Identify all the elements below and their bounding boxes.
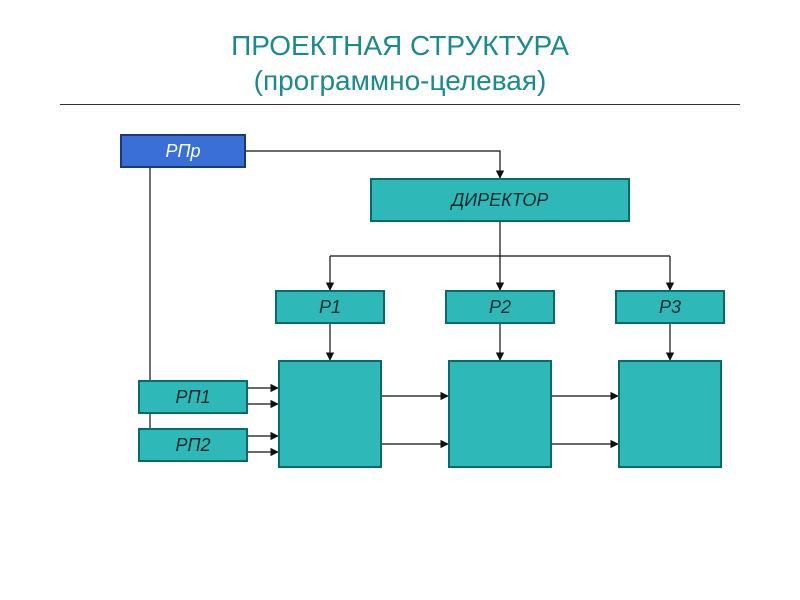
node-label: Р1 <box>319 297 341 318</box>
node-label: Р2 <box>489 297 511 318</box>
node-r3: Р3 <box>615 290 725 324</box>
node-label: РП2 <box>175 435 210 456</box>
node-block1 <box>278 360 382 468</box>
title-line1: ПРОЕКТНАЯ СТРУКТУРА <box>0 28 800 63</box>
node-rp2: РП2 <box>138 428 248 462</box>
node-block3 <box>618 360 722 468</box>
node-label: РП1 <box>175 387 210 408</box>
connector <box>246 151 500 178</box>
node-block2 <box>448 360 552 468</box>
diagram-title: ПРОЕКТНАЯ СТРУКТУРА (программно-целевая) <box>0 28 800 98</box>
node-rpr: РПр <box>120 134 246 168</box>
node-rp1: РП1 <box>138 380 248 414</box>
node-label: РПр <box>165 141 200 162</box>
node-label: Р3 <box>659 297 681 318</box>
title-underline <box>60 104 740 105</box>
connector <box>138 168 150 397</box>
node-label: ДИРЕКТОР <box>452 190 549 211</box>
node-director: ДИРЕКТОР <box>370 178 630 222</box>
node-r1: Р1 <box>275 290 385 324</box>
node-r2: Р2 <box>445 290 555 324</box>
title-line2: (программно-целевая) <box>0 63 800 98</box>
